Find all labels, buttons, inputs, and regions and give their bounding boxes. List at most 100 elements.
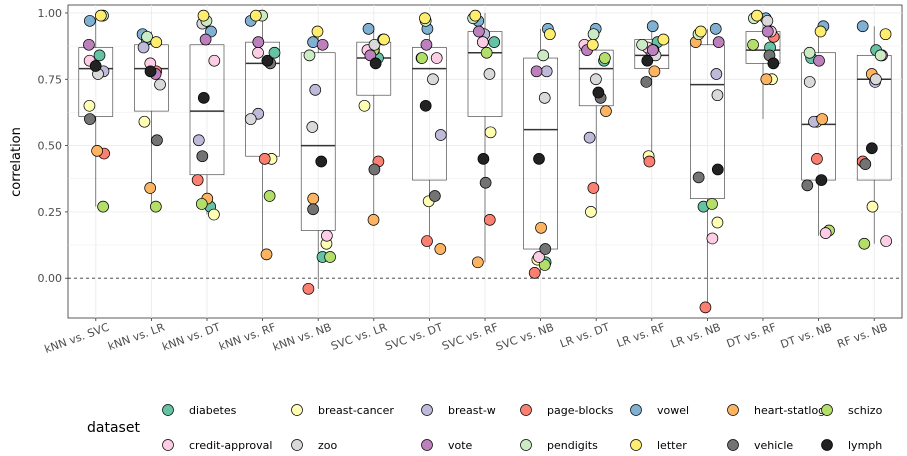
data-point-pendigits (141, 30, 153, 43)
data-point-heart-statlog (648, 65, 661, 78)
data-point-vehicle (196, 150, 209, 163)
data-point-lymph (477, 152, 490, 165)
data-point-breast-w (710, 68, 723, 80)
data-point-credit-approval (819, 227, 832, 239)
data-point-pendigits (303, 49, 316, 62)
x-tick-label: DT vs. NB (779, 321, 834, 352)
data-point-schizo (195, 198, 208, 210)
data-point-heart-statlog (434, 243, 447, 255)
x-tick-label: kNN vs. LR (106, 320, 167, 353)
data-point-credit-approval (430, 52, 443, 64)
legend-label: page-blocks (547, 404, 614, 417)
y-tick-label: 0.00 (38, 272, 63, 285)
x-tick-label: kNN vs. DT (160, 321, 222, 354)
y-axis: 0.00 0.25 0.50 0.75 1.00 (38, 7, 68, 285)
data-point-credit-approval (706, 232, 719, 245)
data-point-heart-statlog (260, 248, 273, 261)
data-point-vehicle (801, 179, 814, 192)
data-point-vehicle (479, 176, 492, 189)
y-tick-label: 0.25 (38, 206, 63, 219)
data-point-vote (761, 25, 774, 38)
data-point-heart-statlog (471, 256, 484, 269)
box (412, 47, 447, 181)
data-point-vote (83, 38, 95, 51)
legend-label: letter (657, 439, 687, 452)
legend-key-vehicle (727, 439, 739, 451)
data-point-heart-statlog (91, 145, 103, 157)
data-point-breast-w (583, 131, 596, 144)
data-point-zoo (244, 113, 257, 125)
data-point-breast-cancer (138, 115, 151, 128)
x-tick-label: LR vs. DT (558, 321, 611, 351)
data-point-lymph (533, 152, 545, 165)
data-point-page-blocks (587, 182, 600, 194)
data-point-breast-cancer (484, 126, 497, 139)
legend-key-lymph (821, 439, 833, 451)
data-point-diabetes (268, 46, 281, 59)
data-point-zoo (761, 15, 774, 27)
data-point-page-blocks (528, 267, 541, 279)
y-axis-label: correlation (9, 127, 24, 197)
data-point-schizo (706, 198, 718, 210)
data-point-lymph (419, 99, 432, 112)
data-point-breast-cancer (358, 99, 371, 112)
legend-key-page-blocks (520, 404, 532, 416)
data-point-heart-statlog (816, 113, 829, 125)
legend-label: zoo (318, 439, 338, 452)
data-point-zoo (368, 38, 381, 51)
data-point-vehicle (151, 134, 163, 147)
x-tick-label: SVC vs. NB (494, 321, 555, 354)
data-point-breast-w (434, 129, 447, 141)
x-tick-label: DT vs. RF (725, 321, 778, 351)
data-point-zoo (427, 73, 439, 86)
data-point-zoo (483, 68, 496, 80)
data-point-schizo (97, 200, 109, 213)
data-point-credit-approval (208, 54, 221, 67)
data-point-credit-approval (880, 235, 892, 247)
data-point-vowel (856, 20, 869, 33)
legend-key-letter (630, 439, 642, 451)
data-point-lymph (89, 60, 102, 72)
legend-key-vowel (630, 404, 642, 416)
box (578, 49, 614, 107)
data-point-letter (150, 36, 163, 48)
data-point-letter (814, 25, 827, 38)
data-point-zoo (538, 91, 551, 104)
data-point-lymph (592, 86, 605, 99)
data-point-zoo (590, 73, 602, 86)
legend-label: vowel (657, 404, 689, 417)
data-point-vote (316, 38, 329, 51)
data-point-vowel (646, 20, 659, 33)
data-point-vehicle (368, 163, 381, 176)
legend-label: vehicle (754, 439, 793, 452)
data-point-vowel (709, 23, 722, 35)
legend-key-breast-cancer (291, 404, 303, 416)
data-point-page-blocks (811, 152, 823, 165)
data-point-letter (586, 38, 599, 51)
data-point-letter (419, 12, 431, 25)
y-tick-label: 1.00 (38, 7, 63, 20)
data-point-vote (473, 25, 485, 38)
data-point-vote (813, 54, 825, 67)
data-point-lymph (641, 54, 654, 67)
data-point-lymph (261, 54, 274, 67)
legend-label: breast-w (448, 404, 496, 417)
data-point-lymph (315, 155, 328, 168)
legend-label: heart-statlog (754, 404, 825, 417)
data-point-heart-statlog (600, 105, 612, 117)
data-point-zoo (803, 76, 816, 88)
legend-label: schizo (848, 404, 883, 417)
data-point-page-blocks (699, 301, 712, 314)
data-point-schizo (599, 52, 611, 64)
data-point-pendigits (874, 49, 887, 62)
data-point-schizo (263, 190, 276, 202)
data-point-page-blocks (258, 152, 271, 165)
data-point-vehicle (640, 76, 653, 88)
data-point-zoo (870, 73, 882, 86)
x-tick-label: kNN vs. SVC (43, 320, 111, 355)
data-point-vowel (83, 15, 96, 27)
box (690, 44, 725, 199)
data-point-breast-cancer (585, 206, 597, 218)
data-point-lymph (369, 57, 382, 70)
